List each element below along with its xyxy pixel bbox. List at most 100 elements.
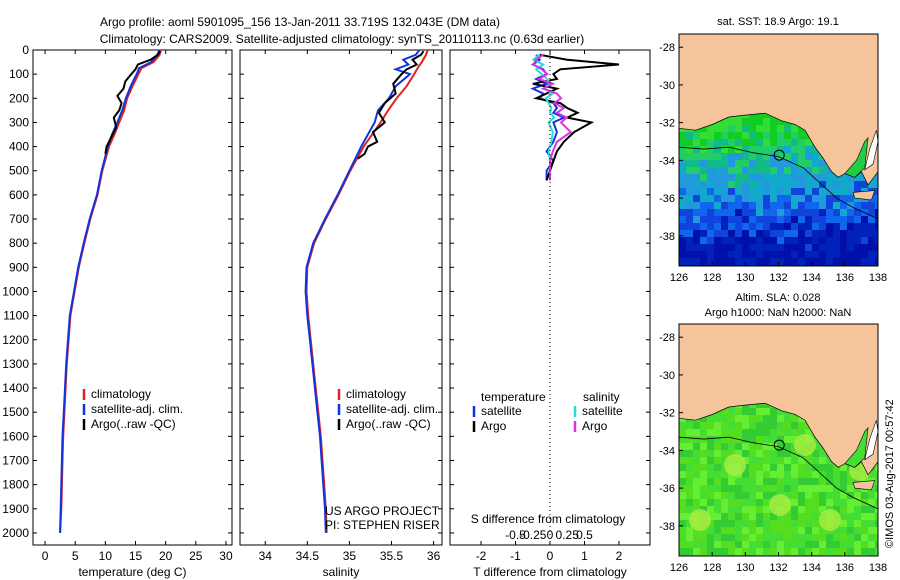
ocean-cell (791, 125, 799, 133)
ocean-cell (763, 415, 771, 423)
ocean-cell (840, 548, 848, 556)
ocean-cell (791, 534, 799, 542)
ocean-cell (777, 520, 785, 528)
ocean-cell (742, 160, 750, 168)
map-x-tick-label: 138 (869, 562, 887, 574)
ocean-cell (840, 251, 848, 259)
ocean-cell (798, 125, 806, 133)
ocean-cell (735, 527, 743, 535)
ocean-cell (868, 230, 876, 238)
ocean-cell (770, 492, 778, 500)
ocean-cell (721, 230, 729, 238)
ocean-cell (742, 230, 750, 238)
ocean-cell (812, 506, 820, 514)
ocean-cell (756, 450, 764, 458)
ocean-cell (721, 415, 729, 423)
ocean-cell (875, 230, 878, 238)
ocean-cell (833, 478, 841, 486)
ocean-cell (854, 520, 862, 528)
ocean-cell (798, 520, 806, 528)
ocean-cell (812, 527, 820, 535)
ocean-cell (763, 527, 771, 535)
ocean-cell (875, 209, 878, 217)
land-mass (679, 34, 878, 186)
ocean-cell (700, 216, 708, 224)
ocean-cell (840, 506, 848, 514)
ocean-cell (861, 251, 869, 259)
ocean-cell (742, 492, 750, 500)
ocean-cell (749, 181, 757, 189)
ocean-cell (791, 153, 799, 161)
ocean-cell (861, 230, 869, 238)
ocean-cell (770, 132, 778, 140)
ocean-cell (763, 450, 771, 458)
ocean-cell (847, 237, 855, 245)
ocean-cell (833, 195, 841, 203)
ocean-cell (812, 146, 820, 154)
ocean-cell (770, 181, 778, 189)
ocean-cell (819, 471, 827, 479)
ocean-cell (777, 258, 785, 266)
ocean-cell (763, 209, 771, 217)
series-line-satellite-adj-clim- (304, 49, 421, 533)
ocean-cell (721, 450, 729, 458)
ocean-cell (812, 230, 820, 238)
ocean-cell (714, 174, 722, 182)
ocean-cell (679, 160, 687, 168)
ocean-cell (840, 492, 848, 500)
ocean-cell (826, 251, 834, 259)
ocean-cell (686, 258, 694, 266)
ocean-cell (728, 520, 736, 528)
ocean-cell (784, 223, 792, 231)
ocean-cell (735, 125, 743, 133)
ocean-cell (742, 478, 750, 486)
ocean-cell (693, 258, 701, 266)
ocean-cell (826, 195, 834, 203)
ocean-cell (784, 174, 792, 182)
ocean-cell (847, 195, 855, 203)
ocean-cell (777, 181, 785, 189)
ocean-cell (791, 230, 799, 238)
ocean-cell (840, 209, 848, 217)
ocean-cell (693, 450, 701, 458)
ocean-cell (707, 202, 715, 210)
ocean-cell (770, 118, 778, 126)
ocean-cell (693, 146, 701, 154)
ocean-cell (868, 541, 876, 549)
map-y-tick-label: -30 (659, 370, 675, 382)
ocean-cell (728, 195, 736, 203)
ocean-cell (798, 527, 806, 535)
ocean-cell (700, 436, 708, 444)
ocean-cell (826, 258, 834, 266)
ocean-cell (749, 118, 757, 126)
ocean-cell (812, 520, 820, 528)
ocean-cell (686, 244, 694, 252)
ocean-cell (742, 139, 750, 147)
ocean-cell (847, 478, 855, 486)
ocean-cell (826, 209, 834, 217)
ocean-cell (686, 202, 694, 210)
ocean-cell (700, 422, 708, 430)
ocean-cell (826, 237, 834, 245)
legend-label: satellite-adj. clim. (91, 402, 183, 416)
ocean-cell (861, 223, 869, 231)
x-tick-label: 34 (259, 549, 273, 563)
ocean-cell (714, 492, 722, 500)
ocean-cell (812, 188, 820, 196)
ocean-cell (707, 534, 715, 542)
ocean-cell (756, 527, 764, 535)
ocean-cell (833, 244, 841, 252)
ocean-cell (721, 132, 729, 140)
ocean-cell (756, 188, 764, 196)
ocean-cell (812, 534, 820, 542)
ocean-cell (840, 471, 848, 479)
map-x-tick-label: 138 (869, 272, 887, 284)
ocean-cell (770, 464, 778, 472)
ocean-cell (686, 188, 694, 196)
y-tick-label: 1800 (2, 478, 29, 492)
ocean-cell (756, 209, 764, 217)
ocean-cell (777, 216, 785, 224)
ocean-cell (742, 457, 750, 465)
ocean-cell (784, 464, 792, 472)
ocean-cell (714, 223, 722, 231)
